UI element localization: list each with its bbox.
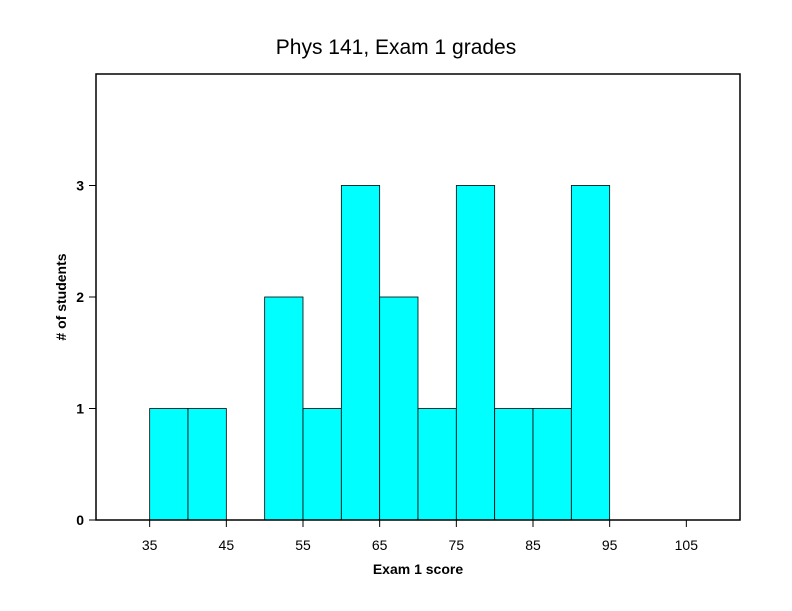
histogram-bar — [149, 408, 189, 521]
histogram-bar — [455, 185, 496, 521]
x-axis-label: Exam 1 score — [373, 561, 463, 577]
x-tick-label: 105 — [675, 537, 699, 553]
x-tick-label: 65 — [372, 537, 388, 553]
x-tick-label: 55 — [295, 537, 311, 553]
x-tick-label: 35 — [142, 537, 158, 553]
x-axis: 35 45 55 65 75 85 95 105 — [142, 520, 698, 553]
y-tick-label: 1 — [76, 401, 84, 417]
histogram-bar — [302, 408, 342, 521]
y-tick-label: 0 — [76, 512, 84, 528]
histogram-bar — [264, 296, 304, 521]
y-axis-label: # of students — [53, 253, 69, 340]
histogram-bar — [187, 408, 227, 521]
histogram-bar — [494, 408, 534, 521]
histogram-bar — [417, 408, 457, 521]
histogram-bar — [532, 408, 572, 521]
x-tick-label: 85 — [525, 537, 541, 553]
histogram-bar — [570, 185, 611, 521]
y-axis: 0 1 2 3 — [76, 178, 96, 528]
histogram-bar — [379, 296, 419, 521]
x-tick-label: 95 — [602, 537, 618, 553]
x-tick-label: 75 — [449, 537, 465, 553]
x-tick-label: 45 — [219, 537, 235, 553]
bars-group — [149, 185, 611, 521]
chart-title: Phys 141, Exam 1 grades — [276, 36, 516, 59]
y-tick-label: 2 — [76, 289, 84, 305]
y-tick-label: 3 — [76, 178, 84, 194]
histogram-bar — [340, 185, 381, 521]
